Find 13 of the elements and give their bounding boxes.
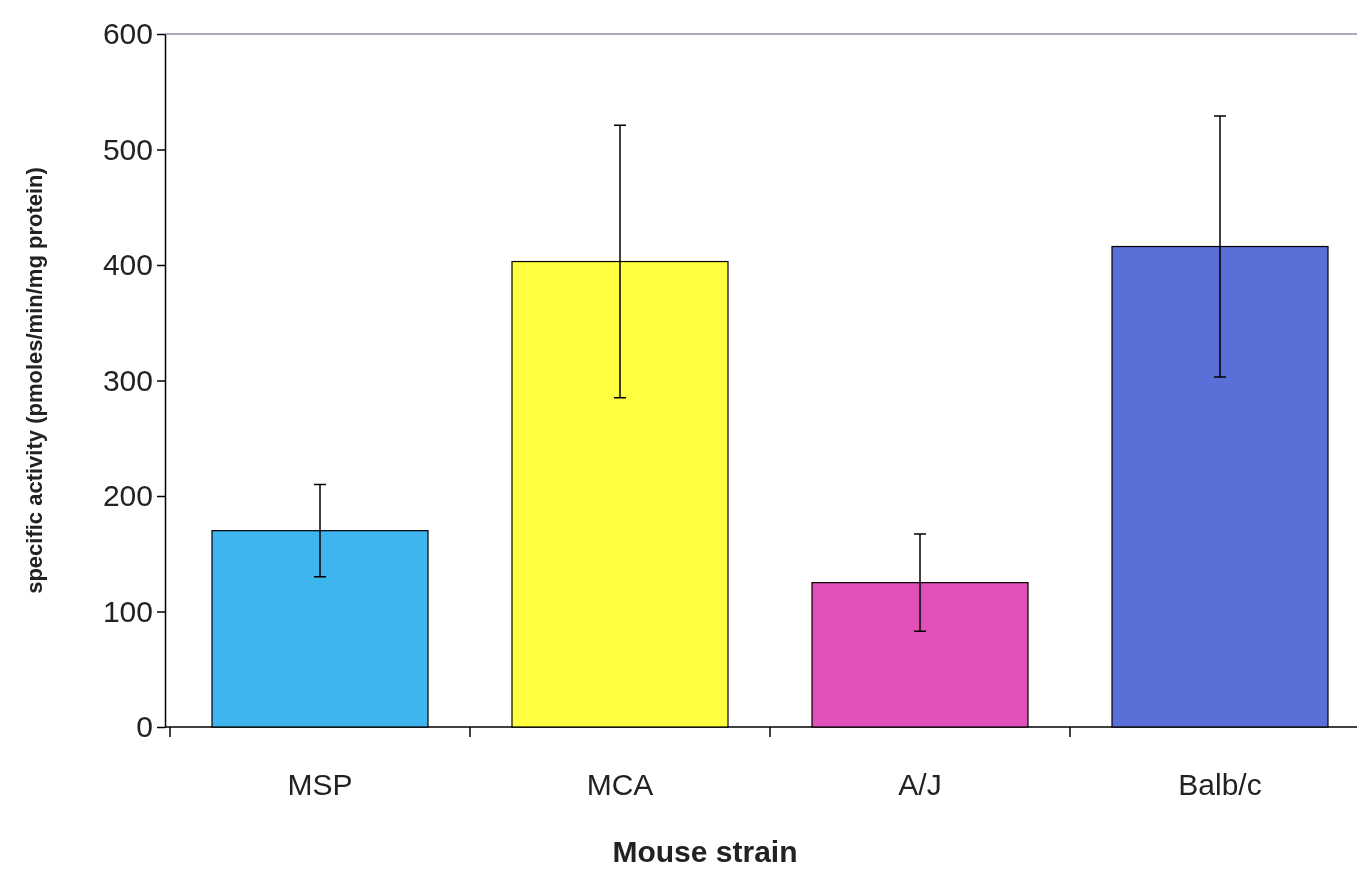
x-tick-label: A/J (898, 768, 942, 801)
y-tick-label: 200 (102, 479, 153, 513)
y-tick-label: 300 (102, 363, 153, 397)
x-tick-label: MSP (287, 768, 353, 801)
y-tick-label: 0 (136, 710, 153, 744)
x-tick-label: MCA (586, 768, 654, 801)
y-tick-label: 600 (102, 17, 153, 51)
y-tick-label: 400 (102, 248, 153, 282)
y-tick-label: 100 (102, 594, 153, 628)
y-axis-title: specific activity (pmoles/min/mg protein) (22, 167, 47, 594)
x-axis-title: Mouse strain (612, 835, 798, 868)
x-tick-label: Balb/c (1178, 768, 1262, 801)
y-tick-label: 500 (102, 132, 153, 166)
